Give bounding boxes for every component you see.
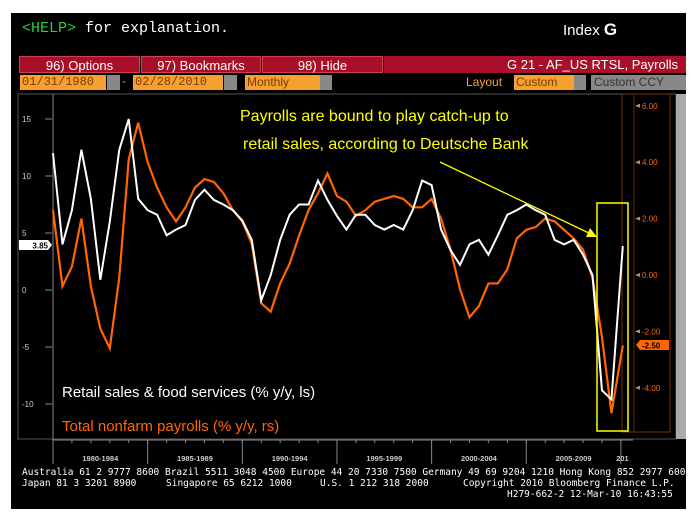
index-text: Index: [563, 22, 604, 39]
hide-button[interactable]: 98) Hide: [262, 56, 383, 73]
right-tick-label: 6.00: [642, 102, 658, 111]
layout-select[interactable]: Custom: [514, 75, 574, 90]
series-retail-line: [52, 118, 624, 402]
options-button[interactable]: 96) Options: [19, 56, 140, 73]
currency-select[interactable]: Custom CCY: [591, 75, 686, 90]
x-period-label: 201: [616, 454, 629, 463]
right-tick-label: -2.00: [642, 327, 661, 336]
start-date-picker[interactable]: [107, 75, 120, 90]
annotation-arrow: [439, 161, 594, 236]
right-tick: [635, 160, 640, 165]
bloomberg-window: [11, 13, 686, 509]
left-tick-label: 10: [22, 172, 31, 181]
right-tick: [635, 103, 640, 108]
right-tick: [635, 216, 640, 221]
index-label: Index G: [563, 20, 617, 40]
left-tick-label: 0: [22, 286, 27, 295]
highlight-box: [596, 202, 629, 432]
x-period-label: 2000-2004: [461, 454, 498, 463]
right-tick-label: 4.00: [642, 158, 658, 167]
date-separator: -: [122, 74, 126, 88]
right-tick-label: -4.00: [642, 384, 661, 393]
left-last-value-tag: [19, 240, 52, 250]
footer-japan: Japan 81 3 3201 8900: [22, 478, 137, 489]
chart-title: G 21 - AF_US RTSL, Payrolls: [384, 56, 686, 73]
footer-us: U.S. 1 212 318 2000: [320, 478, 429, 489]
left-tick-label: 5: [22, 229, 27, 238]
left-tick-label: -5: [22, 343, 30, 352]
x-period-label: 1995-1999: [366, 454, 402, 463]
right-axis-frame: [621, 93, 671, 433]
help-text: for explanation.: [76, 20, 230, 37]
help-key[interactable]: <HELP>: [22, 20, 77, 37]
right-tick: [635, 273, 640, 277]
series-payrolls-line: [51, 122, 624, 414]
right-last-value: -2.50: [642, 342, 661, 351]
index-key: G: [603, 20, 618, 39]
x-period-label: 1980-1984: [82, 454, 119, 463]
left-tick-label: 15: [22, 115, 31, 124]
footer-contacts-1: Australia 61 2 9777 8600 Brazil 5511 304…: [22, 467, 692, 478]
footer-copyright: Copyright 2010 Bloomberg Finance L.P.: [463, 478, 675, 489]
annotation-line1: Payrolls are bound to play catch-up to: [240, 108, 509, 125]
frequency-select[interactable]: Monthly: [245, 75, 320, 90]
right-last-value-tag: [636, 340, 669, 350]
left-tick-label: -10: [22, 400, 34, 409]
right-tick-label: 2.00: [642, 215, 658, 224]
left-last-value: 3.85: [32, 242, 48, 251]
right-tick: [635, 385, 640, 390]
bookmarks-button[interactable]: 97) Bookmarks: [141, 56, 261, 73]
layout-label: Layout: [466, 75, 503, 89]
arrow-head-icon: [586, 228, 597, 237]
frequency-dropdown[interactable]: [320, 75, 332, 90]
legend-retail: Retail sales & food services (% y/y, ls): [62, 384, 315, 401]
annotation-line2: retail sales, according to Deutsche Bank: [243, 136, 529, 153]
right-tick-label: 0.00: [642, 271, 658, 280]
legend-payrolls: Total nonfarm payrolls (% y/y, rs): [62, 418, 279, 435]
x-period-label: 1990-1994: [272, 454, 309, 463]
footer-singapore: Singapore 65 6212 1000: [166, 478, 292, 489]
x-period-label: 1985-1989: [177, 454, 213, 463]
right-tick: [635, 329, 640, 334]
scrollbar[interactable]: [676, 94, 686, 439]
layout-dropdown[interactable]: [574, 75, 586, 90]
end-date-field[interactable]: 02/28/2010: [133, 75, 223, 90]
end-date-picker[interactable]: [224, 75, 237, 90]
footer-timestamp: H279-662-2 12-Mar-10 16:43:55: [507, 489, 673, 500]
x-period-label: 2005-2009: [556, 454, 592, 463]
start-date-field[interactable]: 01/31/1980: [20, 75, 106, 90]
help-hint: <HELP> for explanation.: [22, 20, 229, 37]
